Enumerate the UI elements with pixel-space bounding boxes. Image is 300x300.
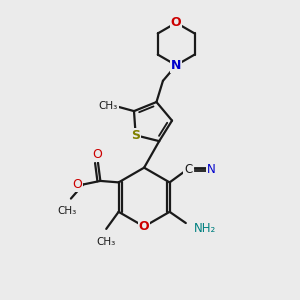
Text: O: O — [72, 178, 82, 191]
Text: CH₃: CH₃ — [96, 237, 115, 247]
Text: CH₃: CH₃ — [99, 101, 118, 111]
Text: O: O — [139, 220, 149, 233]
Text: N: N — [207, 163, 216, 176]
Text: S: S — [131, 129, 140, 142]
Text: C: C — [184, 163, 193, 176]
Text: N: N — [171, 59, 181, 72]
Text: NH₂: NH₂ — [194, 222, 216, 235]
Text: O: O — [171, 16, 181, 29]
Text: CH₃: CH₃ — [58, 206, 77, 216]
Text: O: O — [92, 148, 102, 161]
